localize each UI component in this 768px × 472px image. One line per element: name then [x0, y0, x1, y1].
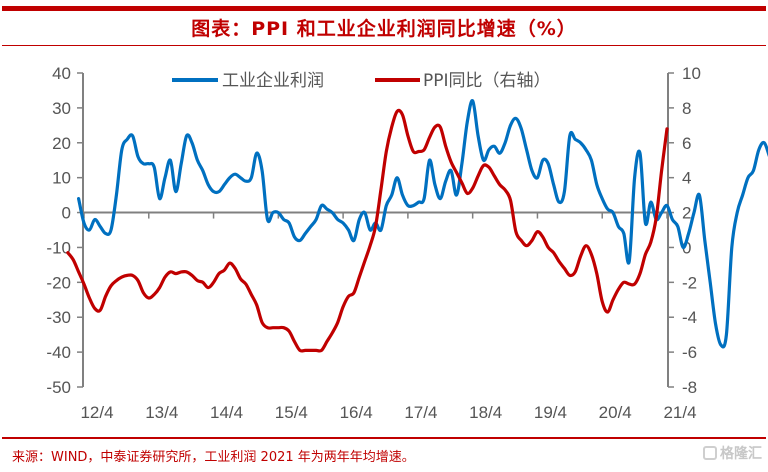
right-y-tick-label: -8 — [682, 378, 697, 397]
series-ppi — [66, 108, 669, 353]
series-profit — [77, 99, 768, 349]
x-tick-label: 13/4 — [145, 403, 178, 422]
watermark: 格隆汇 — [703, 443, 762, 463]
right-y-tick-label: -2 — [682, 273, 697, 292]
left-y-tick-label: 10 — [52, 169, 71, 188]
header-top-bar — [2, 6, 766, 11]
profit-line — [77, 99, 768, 349]
series-group — [66, 99, 768, 353]
right-y-tick-label: 8 — [682, 99, 691, 118]
legend: 工业企业利润 PPI同比（右轴） — [172, 71, 551, 91]
watermark-logo-icon — [703, 446, 717, 460]
left-y-tick-label: 0 — [62, 204, 71, 223]
chart-title: 图表：PPI 和工业企业利润同比增速（%） — [191, 18, 577, 40]
left-y-tick-label: -30 — [46, 308, 71, 327]
right-y-tick-label: 0 — [682, 238, 691, 257]
left-y-tick-label: -10 — [46, 238, 71, 257]
x-tick-label: 15/4 — [275, 403, 308, 422]
right-y-tick-label: 6 — [682, 134, 691, 153]
left-y-tick-label: -40 — [46, 343, 71, 362]
title-divider — [2, 45, 766, 46]
x-tick-label: 14/4 — [210, 403, 243, 422]
footer-divider — [2, 437, 766, 439]
x-tick-label: 16/4 — [340, 403, 373, 422]
left-y-tick-label: -20 — [46, 273, 71, 292]
right-y-tick-label: 4 — [682, 169, 691, 188]
x-tick-label: 17/4 — [404, 403, 437, 422]
right-y-tick-label: 10 — [682, 64, 701, 83]
x-tick-label: 21/4 — [663, 403, 696, 422]
x-tick-label: 20/4 — [599, 403, 632, 422]
x-tick-label: 19/4 — [534, 403, 567, 422]
source-note: 来源：WIND，中泰证券研究所，工业利润 2021 年为两年年均增速。 — [12, 450, 415, 465]
x-tick-label: 12/4 — [80, 403, 113, 422]
legend-label-profit: 工业企业利润 — [222, 71, 324, 91]
left-y-tick-label: -50 — [46, 378, 71, 397]
legend-label-ppi: PPI同比（右轴） — [423, 71, 551, 91]
right-y-tick-label: 2 — [682, 204, 691, 223]
left-y-tick-label: 30 — [52, 99, 71, 118]
ppi-line — [66, 108, 669, 353]
x-tick-label: 18/4 — [469, 403, 502, 422]
right-y-tick-label: -6 — [682, 343, 697, 362]
watermark-text: 格隆汇 — [720, 446, 762, 462]
axes-group: 403020100-10-20-30-40-501086420-2-4-6-81… — [46, 64, 701, 422]
right-y-tick-label: -4 — [682, 308, 697, 327]
left-y-tick-label: 20 — [52, 134, 71, 153]
left-y-tick-label: 40 — [52, 64, 71, 83]
